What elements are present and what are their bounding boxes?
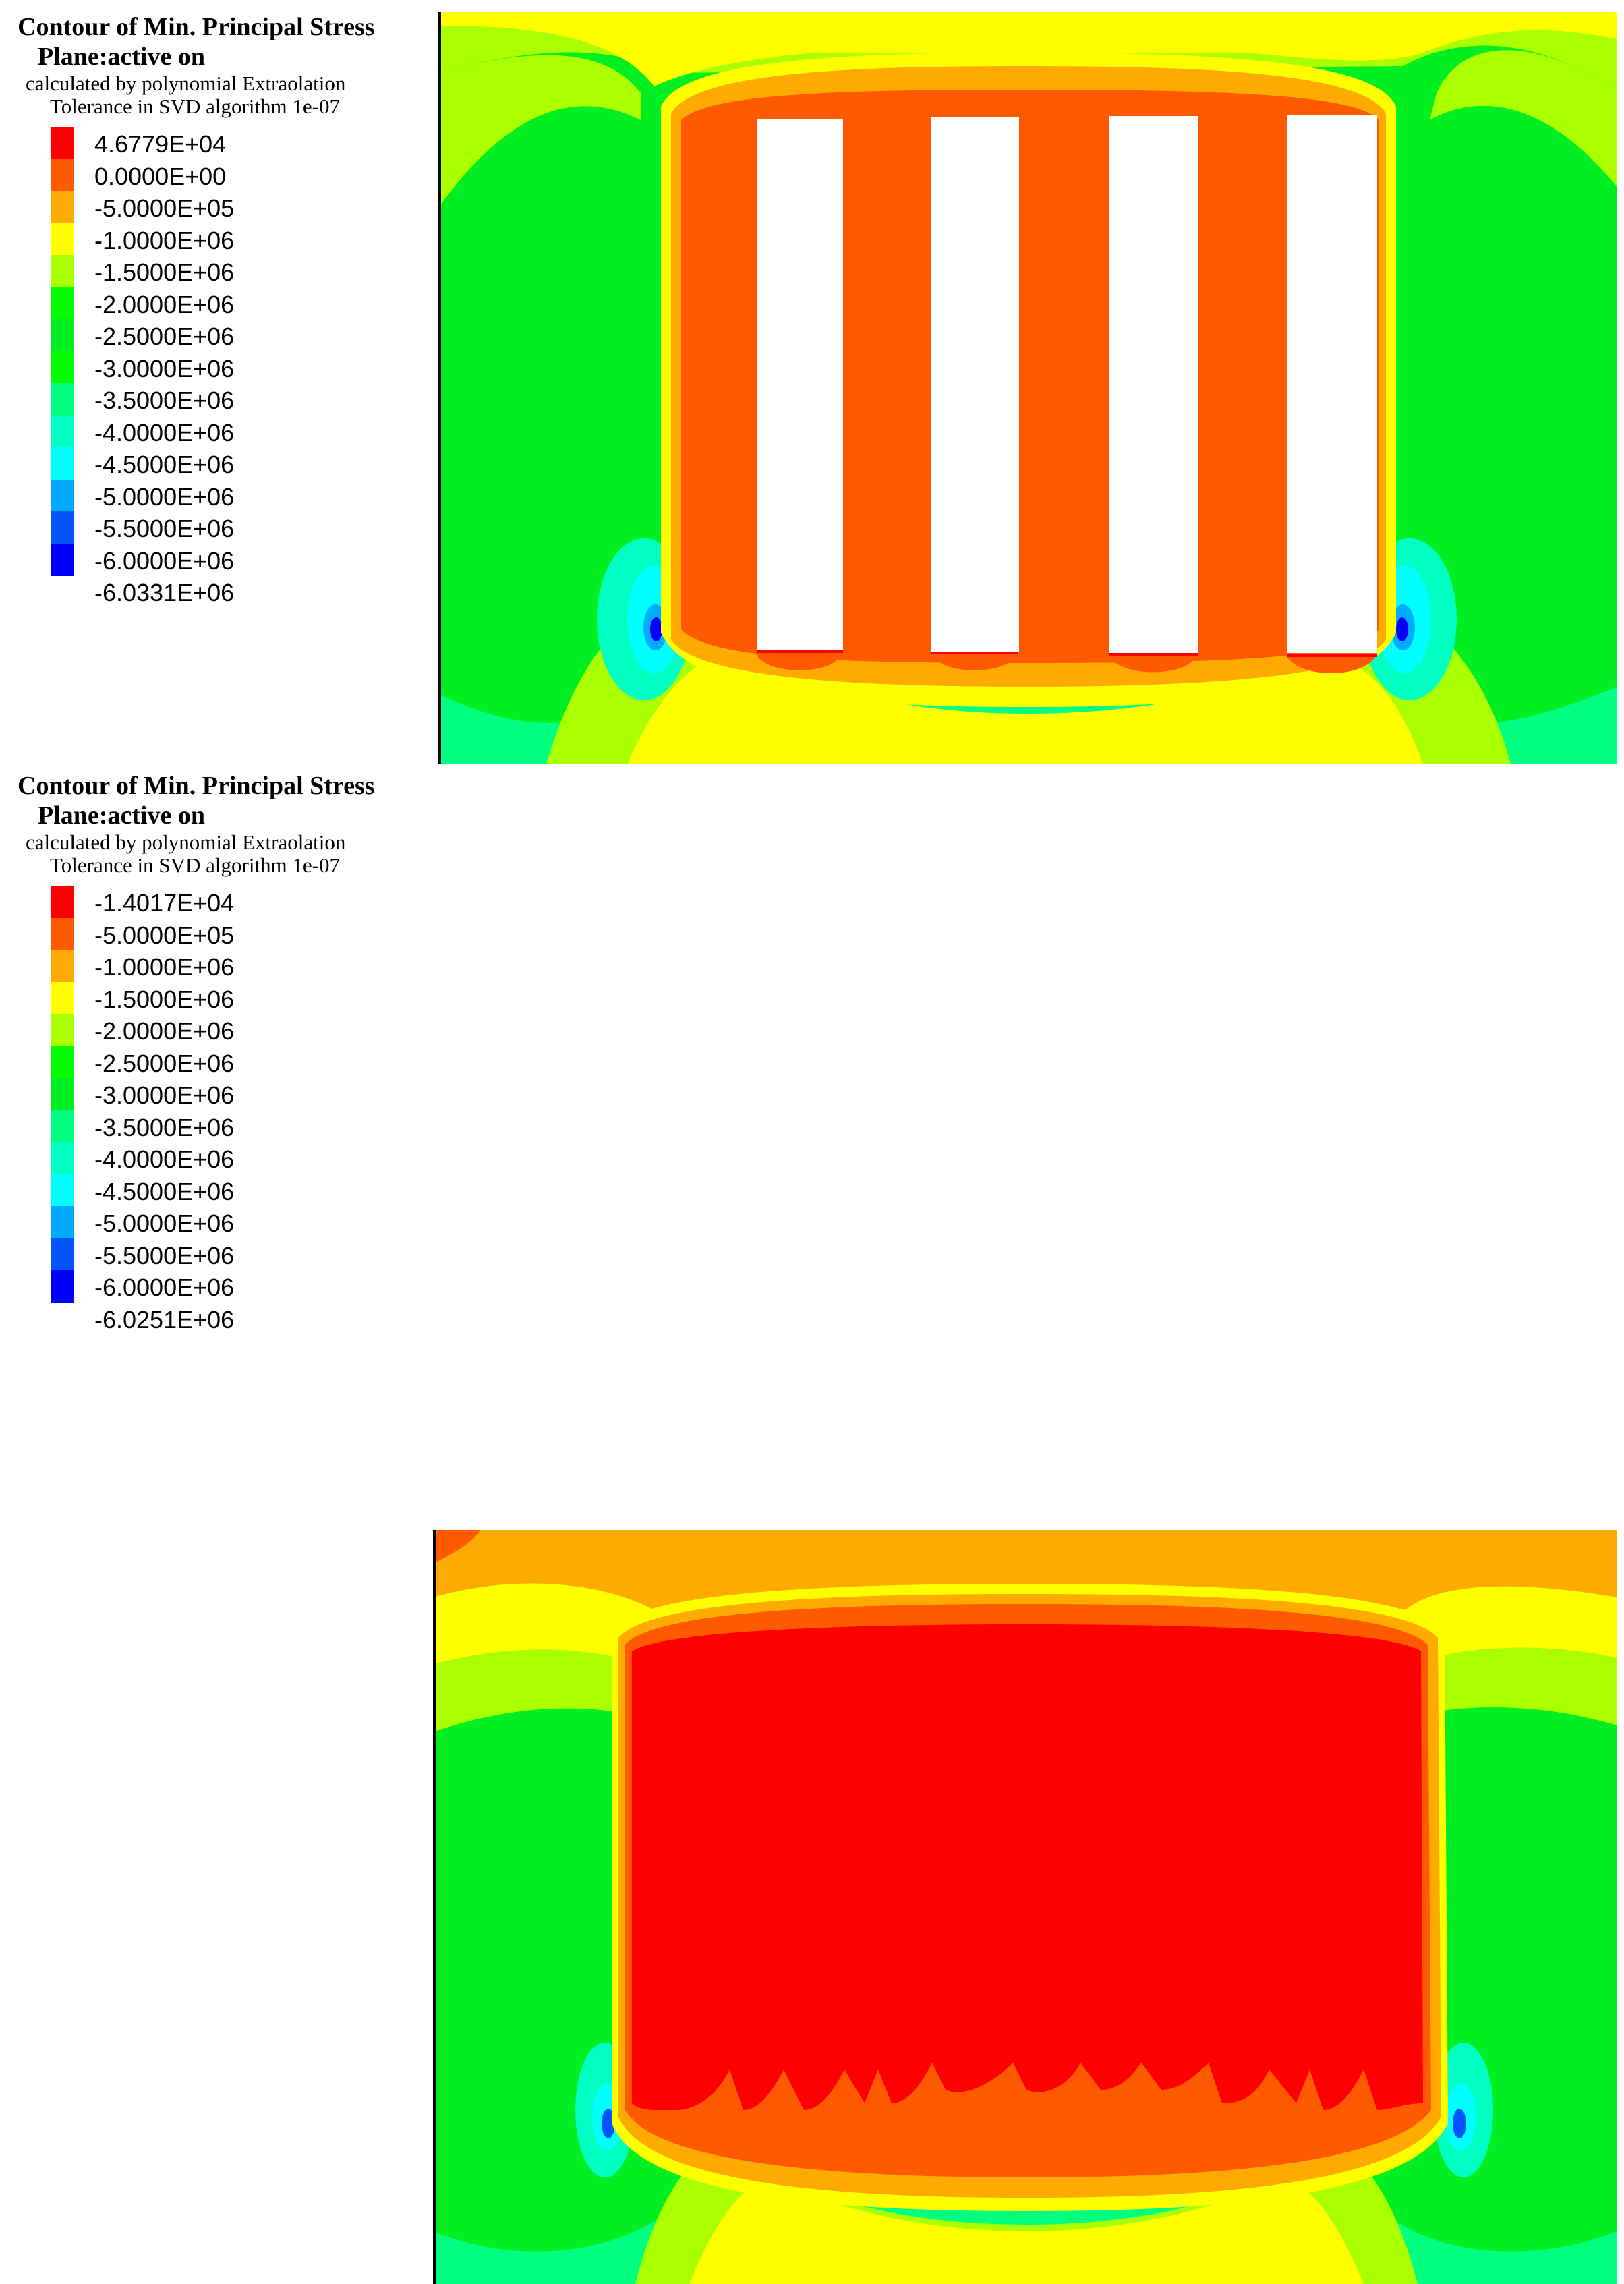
color-bar-swatch <box>51 886 74 919</box>
level-label: -5.0000E+06 <box>94 1209 235 1237</box>
level-label: 0.0000E+00 <box>94 162 227 190</box>
legend-tolerance: Tolerance in SVD algorithm 1e-07 <box>50 94 340 118</box>
level-label: -5.5000E+06 <box>94 515 235 542</box>
color-bar-swatch <box>51 1046 74 1079</box>
color-bar-swatch <box>51 447 74 480</box>
color-bar-swatch <box>51 159 74 192</box>
level-label: -5.0000E+05 <box>94 921 235 949</box>
level-label: -3.0000E+06 <box>94 354 235 382</box>
level-label: 4.6779E+04 <box>94 130 227 158</box>
color-bar-swatch <box>51 287 74 320</box>
color-bar-swatch <box>51 255 74 288</box>
color-bar-swatch <box>51 1174 74 1207</box>
level-label: -1.5000E+06 <box>94 985 235 1013</box>
contour-svg-bottom <box>433 1530 1617 2284</box>
color-bar-swatch <box>51 1238 74 1271</box>
color-bar-swatch <box>51 1110 74 1143</box>
level-label: -5.0000E+05 <box>94 194 235 222</box>
legend-plane: Plane:active on <box>38 801 206 830</box>
color-bar-swatch <box>51 415 74 448</box>
legend-plane: Plane:active on <box>38 42 206 71</box>
color-bar-swatch <box>51 1142 74 1175</box>
color-bar <box>51 886 74 1303</box>
legend-calculated: calculated by polynomial Extraolation <box>26 830 346 854</box>
legend-title: Contour of Min. Principal Stress <box>18 13 375 41</box>
level-label: -6.0000E+06 <box>94 1274 235 1301</box>
contour-plot-top <box>438 12 1617 764</box>
color-bar-swatch <box>51 1014 74 1047</box>
level-label: -1.0000E+06 <box>94 226 235 254</box>
level-label: -2.0000E+06 <box>94 290 235 318</box>
color-bar-swatch <box>51 127 74 160</box>
level-label: -3.0000E+06 <box>94 1081 235 1109</box>
level-label: -5.5000E+06 <box>94 1241 235 1269</box>
level-label: -4.0000E+06 <box>94 1145 235 1173</box>
color-bar-swatch <box>51 1078 74 1111</box>
color-bar-swatch <box>51 511 74 544</box>
level-label: -1.5000E+06 <box>94 258 235 286</box>
level-label: -6.0331E+06 <box>94 579 235 606</box>
contour-svg-top <box>438 12 1617 764</box>
level-label: -1.0000E+06 <box>94 953 235 981</box>
contour-plot-bottom <box>433 1530 1617 2284</box>
level-label: -4.5000E+06 <box>94 1177 235 1205</box>
color-bar-swatch <box>51 191 74 224</box>
legend-title: Contour of Min. Principal Stress <box>18 772 375 800</box>
level-label: -6.0251E+06 <box>94 1305 235 1334</box>
level-label: -4.0000E+06 <box>94 418 235 447</box>
level-label: -2.5000E+06 <box>94 322 235 350</box>
color-bar-swatch <box>51 319 74 352</box>
color-bar-swatch <box>51 479 74 512</box>
contour-panel-top: Contour of Min. Principal Stress Plane:a… <box>0 0 1624 764</box>
color-bar <box>51 127 74 576</box>
color-bar-swatch <box>51 1270 74 1303</box>
level-label: -4.5000E+06 <box>94 451 235 478</box>
legend-calculated: calculated by polynomial Extraolation <box>26 72 346 95</box>
level-label: -3.5000E+06 <box>94 1113 235 1141</box>
level-label: -2.5000E+06 <box>94 1049 235 1077</box>
color-bar-swatch <box>51 351 74 384</box>
color-bar-swatch <box>51 981 74 1015</box>
level-label: -5.0000E+06 <box>94 482 235 511</box>
color-bar-swatch <box>51 917 74 950</box>
color-bar-swatch <box>51 383 74 416</box>
level-label: -2.0000E+06 <box>94 1017 235 1045</box>
level-label: -6.0000E+06 <box>94 546 235 575</box>
color-bar-swatch <box>51 1206 74 1239</box>
level-label: -3.5000E+06 <box>94 387 235 414</box>
contour-panel-bottom: Contour of Min. Principal Stress Plane:a… <box>0 759 1624 2284</box>
legend-tolerance: Tolerance in SVD algorithm 1e-07 <box>50 853 340 877</box>
color-bar-swatch <box>51 543 74 576</box>
level-label: -1.4017E+04 <box>94 889 235 917</box>
color-bar-swatch <box>51 223 74 256</box>
color-bar-swatch <box>51 950 74 983</box>
